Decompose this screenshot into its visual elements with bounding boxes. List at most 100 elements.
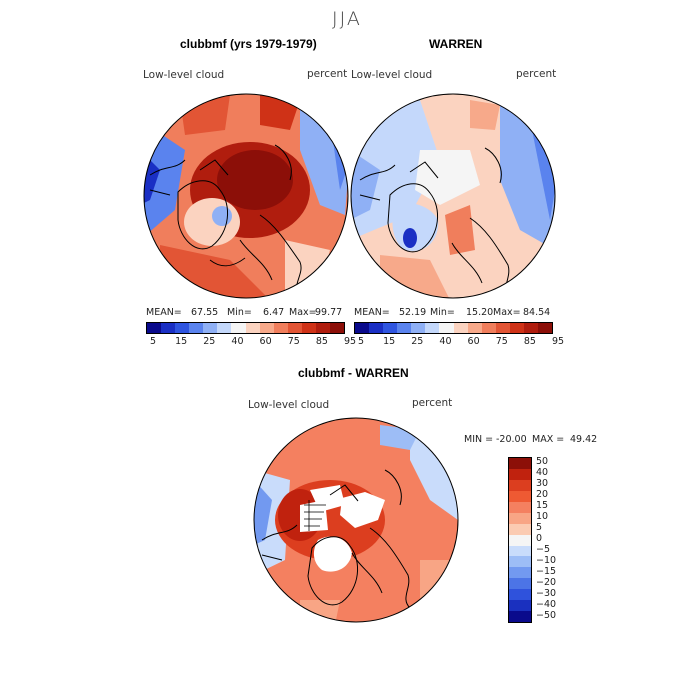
colorbar-tick-label: 75 — [287, 336, 300, 347]
colorbar-tick-label: 15 — [175, 336, 188, 347]
colorbar-swatch — [217, 323, 232, 333]
colorbar-swatch — [189, 323, 204, 333]
colorbar-swatch — [481, 323, 496, 333]
colorbar-difference — [508, 457, 532, 623]
panel2-title: WARREN — [429, 37, 483, 51]
colorbar-swatch — [147, 323, 162, 333]
colorbar-tick-label: 75 — [495, 336, 508, 347]
colorbar-swatch — [509, 611, 531, 623]
panel3-min-label: MIN = — [464, 434, 494, 445]
colorbar-swatch — [509, 490, 531, 502]
colorbar-swatch — [495, 323, 510, 333]
colorbar-swatch — [175, 323, 190, 333]
colorbar-tick-label: 15 — [383, 336, 396, 347]
panel1-min-value: 6.47 — [263, 307, 285, 318]
colorbar-swatch — [273, 323, 288, 333]
colorbar-tick-label: 85 — [315, 336, 328, 347]
panel2-min-label: Min= — [430, 307, 455, 318]
colorbar-tick-label: 10 — [536, 511, 549, 523]
colorbar-swatch — [245, 323, 260, 333]
colorbar-tick-label: 30 — [536, 478, 549, 490]
colorbar-swatch — [509, 501, 531, 513]
colorbar-tick-label: 50 — [536, 456, 549, 468]
panel3-title: clubbmf - WARREN — [298, 366, 409, 380]
colorbar-clubbmf — [146, 322, 345, 334]
colorbar-tick-label: 25 — [411, 336, 424, 347]
colorbar-swatch — [509, 479, 531, 491]
colorbar-tick-label: 95 — [343, 336, 357, 347]
colorbar-swatch — [259, 323, 274, 333]
panel1-mean-label: MEAN= — [146, 307, 182, 318]
colorbar-swatch — [509, 578, 531, 590]
panel2-min-value: 15.20 — [466, 307, 494, 318]
colorbar-swatch — [509, 458, 531, 469]
colorbar-tick-label: 40 — [231, 336, 244, 347]
colorbar-swatch — [509, 323, 524, 333]
panel3-units-label: percent — [412, 397, 453, 409]
panel1-variable-label: Low-level cloud — [143, 69, 225, 81]
colorbar-swatch — [411, 323, 426, 333]
colorbar-tick-label: 5 — [150, 336, 157, 347]
colorbar-tick-label: −20 — [536, 576, 557, 588]
colorbar-swatch — [203, 323, 218, 333]
colorbar-swatch — [509, 589, 531, 601]
panel2-units-label: percent — [516, 68, 557, 80]
colorbar-swatch — [467, 323, 482, 333]
panel3-max-label: MAX = — [532, 434, 565, 445]
colorbar-tick-label: 0 — [536, 533, 543, 544]
colorbar-tick-label: −30 — [536, 587, 557, 599]
panel1-units-label: percent — [307, 68, 348, 80]
panel1-max-value: 99.77 — [315, 307, 343, 318]
season-title: JJA — [332, 8, 362, 30]
panel3-min-value: -20.00 — [496, 434, 527, 445]
colorbar-swatch — [161, 323, 176, 333]
colorbar-tick-label: 60 — [259, 336, 272, 347]
colorbar-tick-label: −10 — [536, 554, 557, 566]
colorbar-tick-label: −15 — [536, 565, 557, 577]
colorbar-swatch — [383, 323, 398, 333]
colorbar-swatch — [509, 600, 531, 612]
panel2-variable-label: Low-level cloud — [351, 69, 433, 81]
colorbar-tick-label: 25 — [203, 336, 216, 347]
panel1-title: clubbmf (yrs 1979-1979) — [180, 37, 317, 51]
colorbar-tick-label: 85 — [523, 336, 536, 347]
colorbar-tick-label: 5 — [536, 522, 543, 534]
colorbar-tick-label: 5 — [358, 336, 365, 347]
colorbar-tick-label: 40 — [536, 467, 549, 479]
colorbar-swatch — [509, 512, 531, 524]
colorbar-swatch — [355, 323, 370, 333]
colorbar-warren — [354, 322, 553, 334]
colorbar-swatch — [509, 523, 531, 535]
panel1-max-label: Max= — [289, 307, 317, 318]
colorbar-tick-label: 40 — [439, 336, 452, 347]
colorbar-swatch — [509, 545, 531, 557]
colorbar-swatch — [453, 323, 468, 333]
colorbar-tick-label: −5 — [536, 543, 551, 555]
colorbar-swatch — [397, 323, 412, 333]
colorbar-tick-label: 60 — [467, 336, 480, 347]
colorbar-swatch — [439, 323, 454, 333]
panel3-variable-label: Low-level cloud — [248, 399, 330, 411]
colorbar-swatch — [509, 468, 531, 480]
colorbar-swatch — [509, 556, 531, 568]
panel2-mean-label: MEAN= — [354, 307, 390, 318]
colorbar-swatch — [538, 323, 553, 333]
colorbar-swatch — [315, 323, 331, 333]
panel2-max-label: Max= — [493, 307, 521, 318]
panel3-max-value: 49.42 — [570, 434, 598, 445]
panel1-mean-value: 67.55 — [191, 307, 219, 318]
colorbar-swatch — [301, 323, 316, 333]
colorbar-swatch — [287, 323, 302, 333]
panel2-mean-value: 52.19 — [399, 307, 427, 318]
colorbar-tick-label: −40 — [536, 598, 557, 610]
panel1-min-label: Min= — [227, 307, 252, 318]
colorbar-tick-label: 20 — [536, 489, 549, 501]
colorbar-tick-label: 95 — [551, 336, 565, 347]
colorbar-tick-label: −50 — [536, 609, 557, 621]
colorbar-tick-label: 15 — [536, 500, 549, 512]
colorbar-swatch — [523, 323, 539, 333]
colorbar-swatch — [369, 323, 384, 333]
colorbar-swatch — [509, 567, 531, 579]
colorbar-swatch — [330, 323, 345, 333]
